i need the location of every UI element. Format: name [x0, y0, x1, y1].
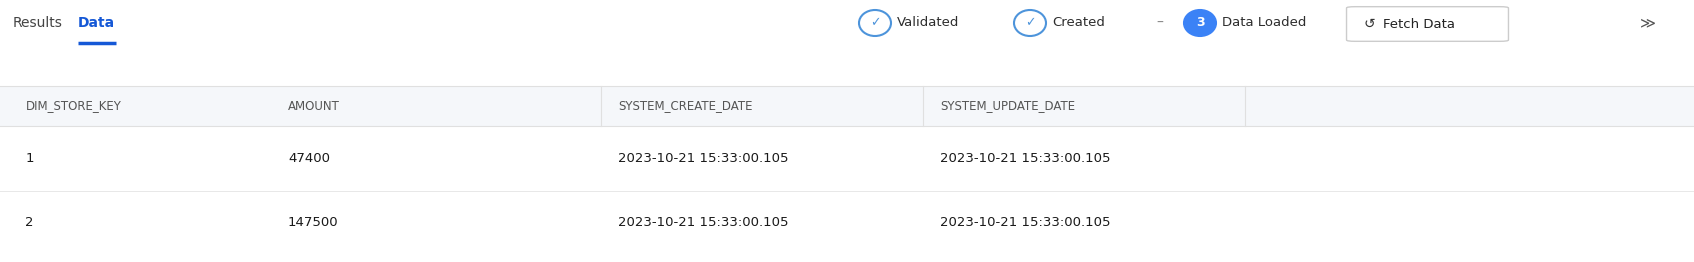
Text: 1: 1 — [25, 151, 34, 165]
Text: 2023-10-21 15:33:00.105: 2023-10-21 15:33:00.105 — [940, 151, 1111, 165]
Text: Created: Created — [1052, 17, 1104, 30]
Text: Fetch Data: Fetch Data — [1382, 18, 1455, 30]
Text: SYSTEM_CREATE_DATE: SYSTEM_CREATE_DATE — [618, 100, 752, 112]
FancyBboxPatch shape — [0, 86, 1694, 126]
Text: ✓: ✓ — [1025, 17, 1035, 30]
Text: SYSTEM_UPDATE_DATE: SYSTEM_UPDATE_DATE — [940, 100, 1076, 112]
FancyBboxPatch shape — [1347, 7, 1508, 41]
Text: ≫: ≫ — [1640, 15, 1657, 30]
Text: Validated: Validated — [898, 17, 959, 30]
Text: 2023-10-21 15:33:00.105: 2023-10-21 15:33:00.105 — [940, 216, 1111, 230]
Text: –: – — [1157, 16, 1164, 30]
Text: 2: 2 — [25, 216, 34, 230]
Text: ✓: ✓ — [869, 17, 881, 30]
Ellipse shape — [1184, 10, 1216, 36]
Text: 47400: 47400 — [288, 151, 330, 165]
Text: 3: 3 — [1196, 17, 1204, 30]
Text: 2023-10-21 15:33:00.105: 2023-10-21 15:33:00.105 — [618, 216, 789, 230]
Text: ↺: ↺ — [1364, 17, 1376, 31]
Text: DIM_STORE_KEY: DIM_STORE_KEY — [25, 100, 122, 112]
Text: Results: Results — [14, 16, 63, 30]
Text: Data Loaded: Data Loaded — [1221, 17, 1306, 30]
Text: AMOUNT: AMOUNT — [288, 100, 340, 112]
Text: 2023-10-21 15:33:00.105: 2023-10-21 15:33:00.105 — [618, 151, 789, 165]
Text: Data: Data — [78, 16, 115, 30]
Text: 147500: 147500 — [288, 216, 339, 230]
